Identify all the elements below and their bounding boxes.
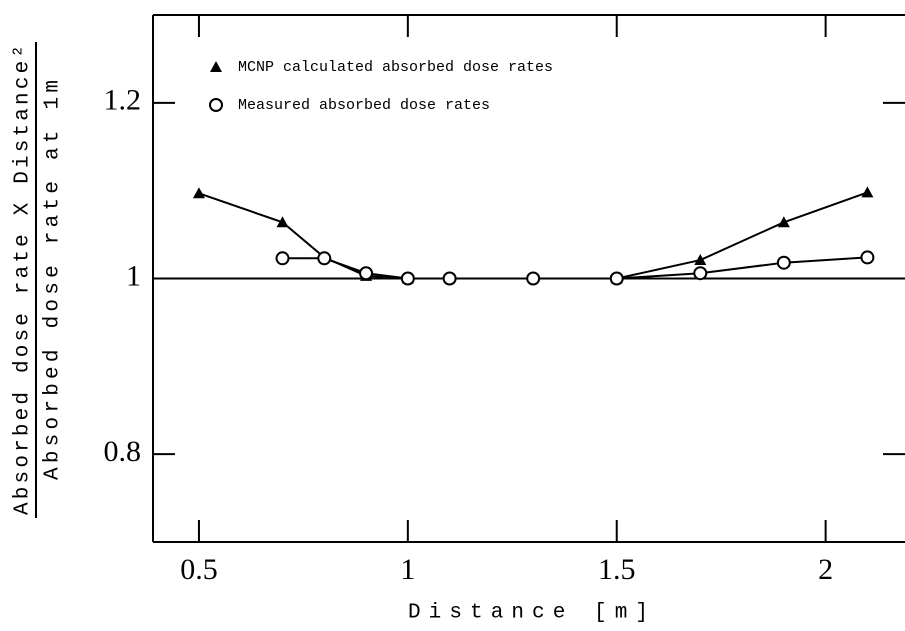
marker-triangle [694,254,707,266]
x-tick-label: 1.5 [598,553,636,586]
marker-circle [693,266,708,281]
x-tick-label: 0.5 [180,553,218,586]
y-label-numerator: Absorbed dose rate X Distance² [12,45,35,515]
marker-circle [442,271,457,286]
legend-label: MCNP calculated absorbed dose rates [238,59,553,76]
marker-circle [400,271,415,286]
marker-triangle [861,186,874,198]
marker-circle [359,266,374,281]
y-tick-label: 1.2 [104,84,142,117]
y-label-denominator: Absorbed dose rate at 1m [42,80,65,480]
marker-circle [526,271,541,286]
marker-triangle [210,61,222,72]
y-tick-label: 0.8 [104,435,142,468]
marker-circle [609,271,624,286]
x-tick-label: 1 [400,553,415,586]
marker-triangle [276,216,289,228]
marker-circle [776,255,791,270]
legend-label: Measured absorbed dose rates [238,97,490,114]
marker-triangle [192,187,205,199]
marker-circle [860,250,875,265]
marker-triangle [777,216,790,228]
marker-circle [209,98,223,112]
marker-circle [275,251,290,266]
series-line [282,256,868,280]
x-tick-label: 2 [818,553,833,586]
y-tick-label: 1 [126,259,141,292]
marker-circle [317,251,332,266]
y-label: Absorbed dose rate X Distance² Absorbed … [12,42,65,518]
x-label: Distance [m] [408,602,648,625]
